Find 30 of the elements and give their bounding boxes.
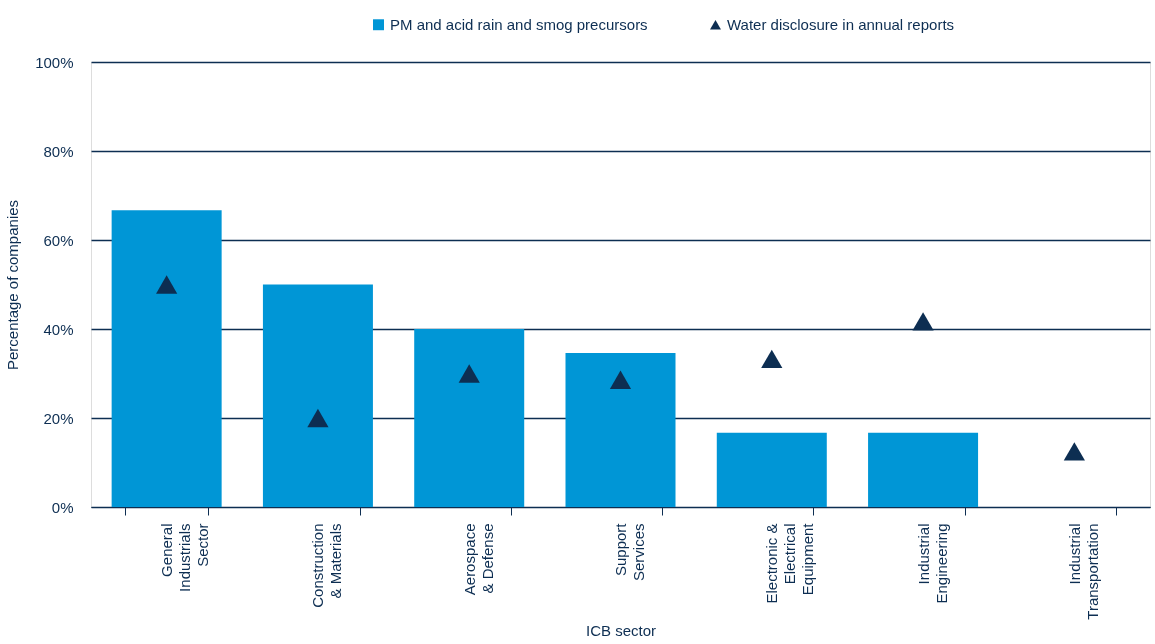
x-axis-title: ICB sector [585,621,657,639]
x-tick-label: Construction & Materials [309,523,345,608]
legend-label: Water disclosure in annual reports [727,15,955,33]
x-tick-label: Electronic & Electrical Equipment [763,522,817,604]
x-tick-label: Support Services [612,522,647,582]
bar [868,432,979,507]
point [912,312,934,331]
point [761,349,783,368]
y-tick-label: 20% [43,409,74,427]
bar [565,353,676,507]
legend-label: PM and acid rain and smog precursors [390,15,648,33]
point [609,370,632,389]
y-tick-label: 0% [51,498,74,516]
bar [111,210,222,507]
point [307,408,329,428]
y-tick-label: 100% [35,53,74,71]
point [458,364,480,383]
x-tick-label: Aerospace & Defense [460,523,496,596]
x-tick-label: General Industrials Sector [158,523,212,592]
bar [262,284,373,507]
x-tick-label: Industrial Engineering [914,523,950,604]
y-axis-title: Percentage of companies [4,199,22,371]
bar [716,432,827,507]
y-tick-label: 80% [43,142,74,160]
y-tick-label: 60% [43,231,74,249]
point [156,275,178,294]
point [1063,442,1085,461]
bar [414,329,525,507]
y-tick-label: 40% [43,320,74,338]
x-tick-label: Industrial Transportation [1065,523,1101,620]
